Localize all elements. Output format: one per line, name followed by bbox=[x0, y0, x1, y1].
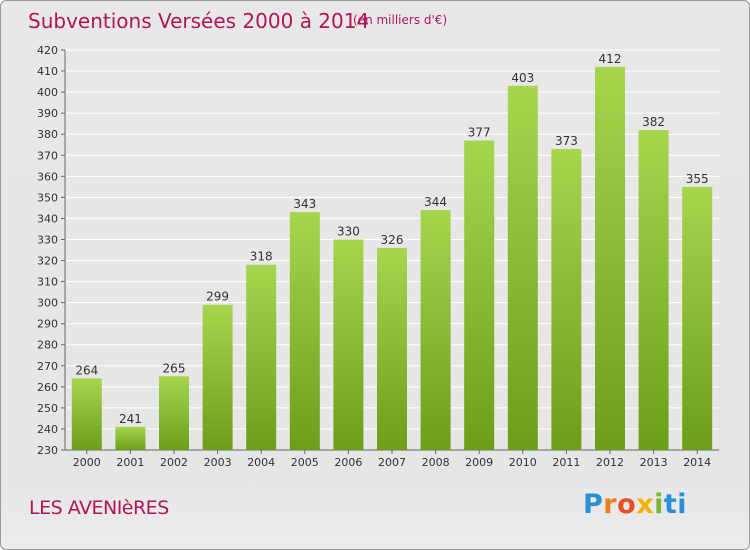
bar-2002 bbox=[159, 376, 189, 450]
x-tick-label-2007: 2007 bbox=[378, 456, 406, 469]
y-tick-label: 230 bbox=[37, 444, 58, 457]
bar-2014 bbox=[682, 186, 713, 450]
data-label-2009: 377 bbox=[468, 126, 491, 140]
data-label-2001: 241 bbox=[119, 412, 142, 426]
data-label-2011: 373 bbox=[555, 134, 578, 148]
x-tick-label-2009: 2009 bbox=[465, 456, 493, 469]
bar-2004 bbox=[246, 264, 277, 450]
y-tick-label: 270 bbox=[37, 360, 58, 373]
bar-2006 bbox=[333, 239, 364, 450]
x-tick-label-2013: 2013 bbox=[640, 456, 668, 469]
bar-2007 bbox=[377, 247, 407, 450]
y-tick-label: 330 bbox=[37, 233, 58, 246]
y-tick-label: 280 bbox=[37, 339, 58, 352]
y-tick-label: 400 bbox=[37, 86, 58, 99]
data-label-2007: 326 bbox=[381, 233, 404, 247]
y-tick-label: 260 bbox=[37, 381, 58, 394]
data-label-2004: 318 bbox=[250, 250, 273, 264]
y-tick-label: 420 bbox=[37, 44, 58, 57]
y-tick-label: 300 bbox=[37, 297, 58, 310]
bar-2003 bbox=[202, 304, 233, 450]
bar-2009 bbox=[464, 140, 495, 451]
y-tick-label: 390 bbox=[37, 107, 58, 120]
y-tick-label: 370 bbox=[37, 149, 58, 162]
bar-2011 bbox=[551, 148, 582, 450]
commune-name: LES AVENIèRES bbox=[29, 497, 169, 519]
chart-subtitle: (en milliers d'€) bbox=[353, 13, 448, 27]
y-tick-label: 340 bbox=[37, 212, 58, 225]
y-tick-label: 320 bbox=[37, 255, 58, 268]
data-label-2006: 330 bbox=[337, 224, 360, 238]
x-tick-label-2003: 2003 bbox=[204, 456, 232, 469]
bar-2001 bbox=[115, 426, 146, 450]
data-label-2003: 299 bbox=[206, 290, 229, 304]
y-tick-label: 290 bbox=[37, 318, 58, 331]
x-tick-label-2000: 2000 bbox=[73, 456, 101, 469]
x-tick-label-2005: 2005 bbox=[291, 456, 319, 469]
bar-2000 bbox=[71, 378, 102, 450]
data-label-2000: 264 bbox=[75, 363, 98, 377]
x-tick-label-2008: 2008 bbox=[422, 456, 450, 469]
y-tick-label: 410 bbox=[37, 65, 58, 78]
y-tick-label: 360 bbox=[37, 170, 58, 183]
bar-2010 bbox=[507, 85, 538, 450]
data-label-2002: 265 bbox=[163, 361, 186, 375]
x-tick-label-2004: 2004 bbox=[247, 456, 275, 469]
proxiti-logo: Proxiti bbox=[583, 489, 688, 520]
x-tick-label-2012: 2012 bbox=[596, 456, 624, 469]
x-tick-label-2011: 2011 bbox=[552, 456, 580, 469]
data-label-2014: 355 bbox=[686, 172, 709, 186]
x-tick-label-2006: 2006 bbox=[334, 456, 362, 469]
bar-2012 bbox=[595, 66, 625, 450]
data-label-2008: 344 bbox=[424, 195, 447, 209]
y-tick-label: 380 bbox=[37, 128, 58, 141]
data-label-2010: 403 bbox=[511, 71, 534, 85]
x-tick-label-2010: 2010 bbox=[509, 456, 537, 469]
y-tick-label: 350 bbox=[37, 191, 58, 204]
bar-2013 bbox=[638, 130, 669, 450]
chart-title: Subventions Versées 2000 à 2014 bbox=[28, 9, 370, 33]
y-tick-label: 250 bbox=[37, 402, 58, 415]
data-label-2013: 382 bbox=[642, 115, 665, 129]
x-tick-label-2002: 2002 bbox=[160, 456, 188, 469]
data-label-2005: 343 bbox=[293, 197, 316, 211]
bar-2008 bbox=[420, 210, 451, 450]
x-tick-label-2014: 2014 bbox=[683, 456, 711, 469]
data-label-2012: 412 bbox=[599, 52, 622, 66]
bar-2005 bbox=[289, 212, 320, 450]
x-tick-label-2001: 2001 bbox=[116, 456, 144, 469]
y-tick-label: 310 bbox=[37, 276, 58, 289]
y-tick-label: 240 bbox=[37, 423, 58, 436]
